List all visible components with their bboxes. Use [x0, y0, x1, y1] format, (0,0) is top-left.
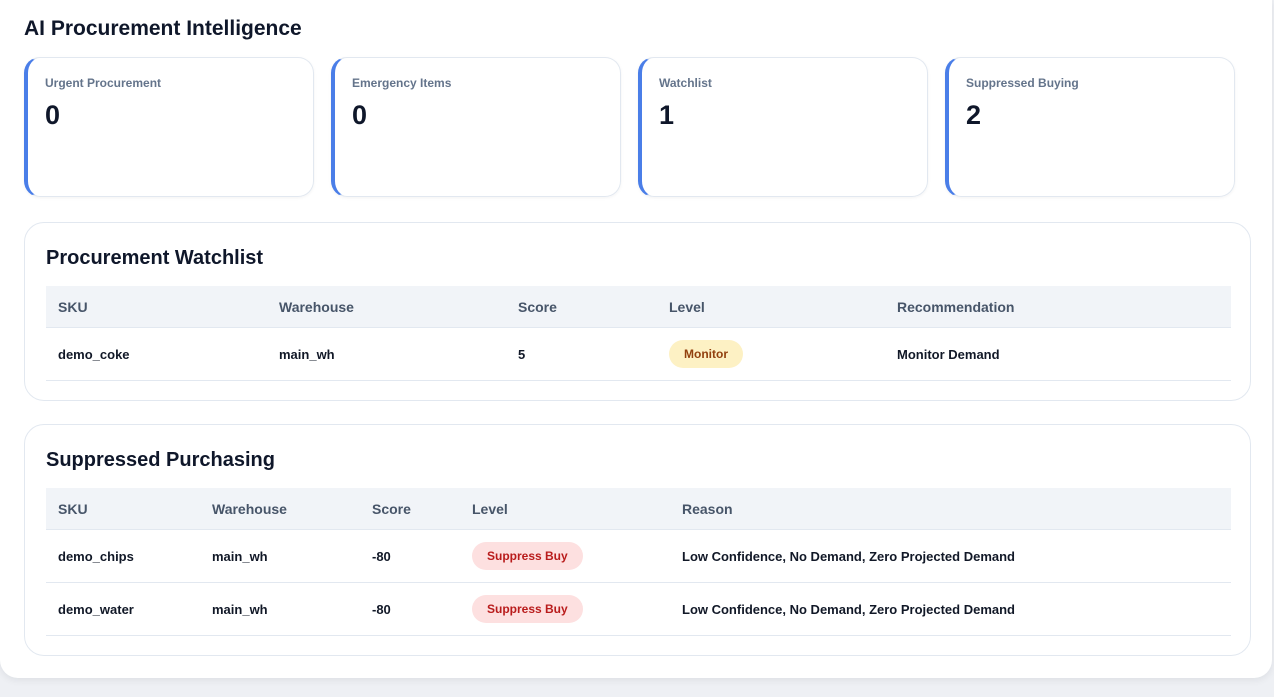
level-cell: Monitor	[657, 327, 885, 381]
page-title: AI Procurement Intelligence	[24, 17, 302, 40]
header-row: SKU Warehouse Score Level Reason	[46, 488, 1231, 530]
data-table: SKU Warehouse Score Level Recommendation demo…	[46, 286, 1231, 381]
kpi-value: 1	[659, 100, 675, 130]
kpi-card: Emergency Items 0	[331, 57, 621, 197]
table-cell: main_wh	[267, 327, 506, 381]
level-cell: Suppress Buy	[460, 582, 670, 636]
level-badge: Suppress Buy	[472, 595, 583, 623]
table-row: demo_chips main_wh -80 Suppress Buy Low Conf…	[46, 529, 1231, 583]
table-cell: demo_chips	[46, 529, 200, 583]
section-title: Procurement Watchlist	[46, 247, 264, 269]
table-cell: demo_coke	[46, 327, 267, 381]
kpi-card: Watchlist 1	[638, 57, 928, 197]
kpi-card: Suppressed Buying 2	[945, 57, 1235, 197]
kpi-label: Suppressed Buying	[966, 76, 1079, 90]
column-header: SKU	[46, 488, 200, 530]
section-title: Suppressed Purchasing	[46, 449, 275, 471]
table-cell: demo_water	[46, 582, 200, 636]
dashboard-panel: AI Procurement Intelligence Urgent Procu…	[0, 0, 1272, 678]
header-row: SKU Warehouse Score Level Recommendation	[46, 286, 1231, 328]
table-cell: -80	[360, 582, 460, 636]
table-head: SKU Warehouse Score Level Reason	[46, 488, 1231, 530]
kpi-label: Emergency Items	[352, 76, 452, 90]
table-body: demo_chips main_wh -80 Suppress Buy Low Conf…	[46, 529, 1231, 636]
watchlist-card: Procurement Watchlist SKU Warehouse Score Le…	[24, 222, 1251, 401]
column-header: Warehouse	[267, 286, 506, 328]
table-cell: Low Confidence, No Demand, Zero Projecte…	[670, 582, 1231, 636]
table-body: demo_coke main_wh 5 Monitor Monitor Demand	[46, 327, 1231, 381]
kpi-value: 2	[966, 100, 982, 130]
column-header: Reason	[670, 488, 1231, 530]
kpi-value: 0	[352, 100, 368, 130]
table-cell: -80	[360, 529, 460, 583]
table-cell: Low Confidence, No Demand, Zero Projecte…	[670, 529, 1231, 583]
column-header: SKU	[46, 286, 267, 328]
kpi-card: Urgent Procurement 0	[24, 57, 314, 197]
table-cell: main_wh	[200, 529, 360, 583]
kpi-value: 0	[45, 100, 61, 130]
table-row: demo_coke main_wh 5 Monitor Monitor Demand	[46, 327, 1231, 381]
level-cell: Suppress Buy	[460, 529, 670, 583]
level-badge: Monitor	[669, 340, 743, 368]
column-header: Score	[506, 286, 657, 328]
kpi-row: Urgent Procurement 0 Emergency Items 0 Watch…	[24, 57, 1235, 197]
table-cell: Monitor Demand	[885, 327, 1231, 381]
table-row: demo_water main_wh -80 Suppress Buy Low Conf…	[46, 582, 1231, 636]
kpi-label: Urgent Procurement	[45, 76, 162, 90]
table-cell: main_wh	[200, 582, 360, 636]
table-cell: 5	[506, 327, 657, 381]
column-header: Recommendation	[885, 286, 1231, 328]
level-badge: Suppress Buy	[472, 542, 583, 570]
suppressed-card: Suppressed Purchasing SKU Warehouse Score Le…	[24, 424, 1251, 656]
kpi-label: Watchlist	[659, 76, 712, 90]
column-header: Level	[460, 488, 670, 530]
column-header: Warehouse	[200, 488, 360, 530]
column-header: Level	[657, 286, 885, 328]
table-head: SKU Warehouse Score Level Recommendation	[46, 286, 1231, 328]
data-table: SKU Warehouse Score Level Reason demo_chips ma…	[46, 488, 1231, 636]
column-header: Score	[360, 488, 460, 530]
